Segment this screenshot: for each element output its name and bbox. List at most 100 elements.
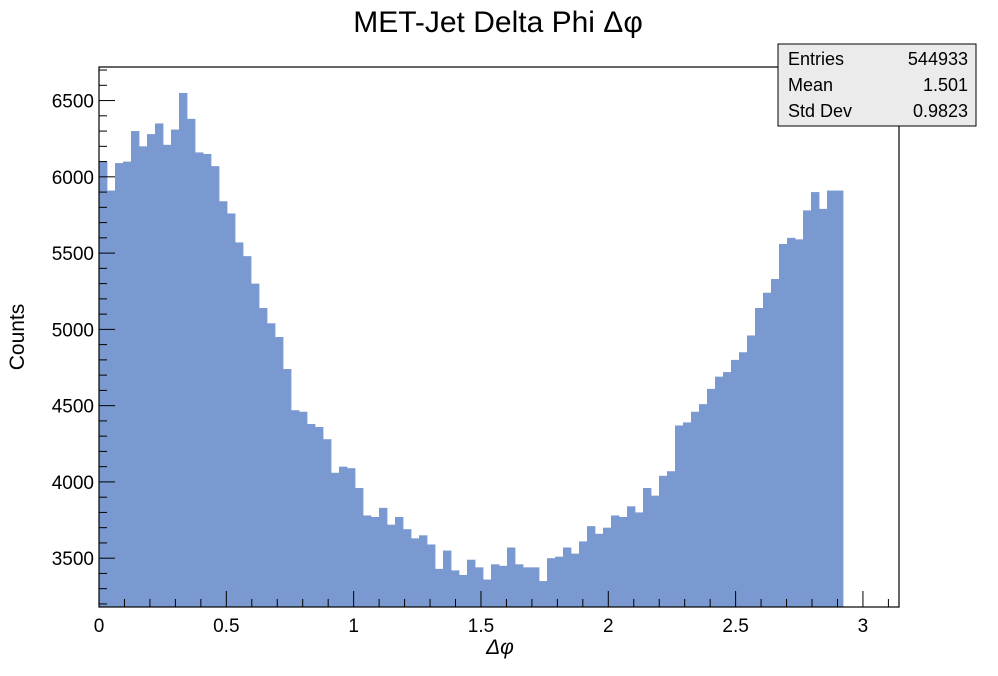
histogram-bar (731, 359, 740, 607)
histogram-bar (779, 243, 788, 607)
x-tick-label: 3 (858, 616, 869, 637)
stats-label: Mean (788, 75, 833, 95)
histogram-bar (99, 161, 108, 607)
histogram-bar (811, 192, 820, 607)
histogram-bar (715, 376, 724, 607)
histogram-bar (211, 166, 220, 607)
histogram-bar (587, 526, 596, 607)
histogram-bar (755, 308, 764, 607)
histogram-bar (499, 565, 508, 607)
stats-box-background (777, 43, 977, 127)
histogram-bar (563, 547, 572, 607)
stats-value: 0.9823 (913, 101, 968, 121)
histogram-bar (147, 134, 156, 607)
histogram-bar (187, 118, 196, 608)
histogram-bar (619, 517, 628, 607)
histogram-bar (171, 129, 180, 608)
y-tick-label: 5000 (52, 320, 94, 341)
y-axis: 3500 4000 4500 5000 5500 6000 6500 (52, 69, 115, 605)
histogram-bar (659, 475, 668, 607)
stats-value: 544933 (908, 49, 968, 69)
histogram-bar (443, 550, 452, 607)
histogram-bar (459, 574, 468, 607)
x-tick-label: 1 (348, 616, 359, 637)
histogram-bar (203, 153, 212, 607)
histogram-bar (267, 323, 276, 607)
x-tick-label: 2.5 (722, 616, 748, 637)
histogram-bar (419, 535, 428, 607)
x-tick-label: 1.5 (468, 616, 494, 637)
histogram-bar (467, 559, 476, 607)
histogram-bar (347, 468, 356, 607)
histogram-bar (515, 564, 524, 607)
x-axis-title: Δφ (485, 636, 514, 659)
x-tick-label: 0.5 (213, 616, 239, 637)
histogram-bar (219, 201, 228, 608)
histogram-bar (451, 570, 460, 607)
histogram-bar (491, 564, 500, 607)
histogram-bar (579, 541, 588, 607)
histogram-bar (555, 556, 564, 607)
stats-box: Entries 544933 Mean 1.501 Std Dev 0.9823 (777, 43, 977, 127)
histogram-bar (523, 567, 532, 607)
histogram-bar (667, 471, 676, 607)
histogram-bar (371, 517, 380, 607)
x-tick-label: 2 (603, 616, 614, 637)
histogram-bar (275, 337, 284, 607)
histogram-bar (763, 292, 772, 607)
histogram-bar (235, 242, 244, 608)
x-tick-label: 0 (94, 616, 105, 637)
histogram-bar (571, 553, 580, 607)
histogram-bar (427, 544, 436, 607)
histogram-bar (395, 517, 404, 607)
histogram-bar (483, 579, 492, 607)
histogram-bar (387, 524, 396, 607)
histogram-bar (699, 404, 708, 607)
histogram-bar (675, 425, 684, 607)
histogram-bar (707, 388, 716, 607)
histogram-bar (643, 488, 652, 607)
histogram-bar (739, 352, 748, 607)
y-tick-label: 3500 (52, 549, 94, 570)
stats-label: Entries (788, 49, 844, 69)
y-tick-label: 6000 (52, 168, 94, 189)
histogram-bar (291, 410, 300, 607)
histogram-bar (315, 427, 324, 607)
histogram-bar (251, 283, 260, 607)
histogram-bar (131, 131, 140, 607)
chart-title: MET-Jet Delta Phi Δφ (353, 6, 643, 39)
histogram-bar (595, 533, 604, 607)
histogram-bar (139, 146, 148, 607)
histogram-bar (179, 92, 188, 608)
histogram-bar (747, 335, 756, 607)
histogram-bar (819, 208, 828, 608)
histogram-bar (163, 144, 172, 608)
histogram-bar (299, 411, 308, 607)
histogram-bar (627, 506, 636, 607)
y-tick-label: 4000 (52, 473, 94, 494)
histogram-bar (307, 423, 316, 607)
histogram-bar (283, 369, 292, 607)
x-axis: 0 0.5 1 1.5 2 2.5 3 (94, 591, 889, 637)
histogram-bar (339, 466, 348, 607)
histogram-bar (651, 495, 660, 607)
y-tick-label: 4500 (52, 397, 94, 418)
histogram-bar (227, 213, 236, 607)
histogram-bar (355, 488, 364, 607)
histogram-bar (123, 161, 132, 607)
histogram-bar (435, 568, 444, 607)
histogram-bar (771, 279, 780, 607)
histogram-bar (603, 527, 612, 607)
histogram-bar (547, 558, 556, 607)
histogram-bar (331, 472, 340, 607)
histogram-bar (723, 372, 732, 607)
stats-value: 1.501 (923, 75, 968, 95)
histogram-bar (787, 237, 796, 607)
histogram-bar (323, 439, 332, 607)
histogram-bar (531, 567, 540, 607)
plot-frame (98, 66, 900, 608)
histogram-bar (611, 515, 620, 607)
histogram-bar (243, 256, 252, 607)
histogram-bar (107, 190, 116, 607)
